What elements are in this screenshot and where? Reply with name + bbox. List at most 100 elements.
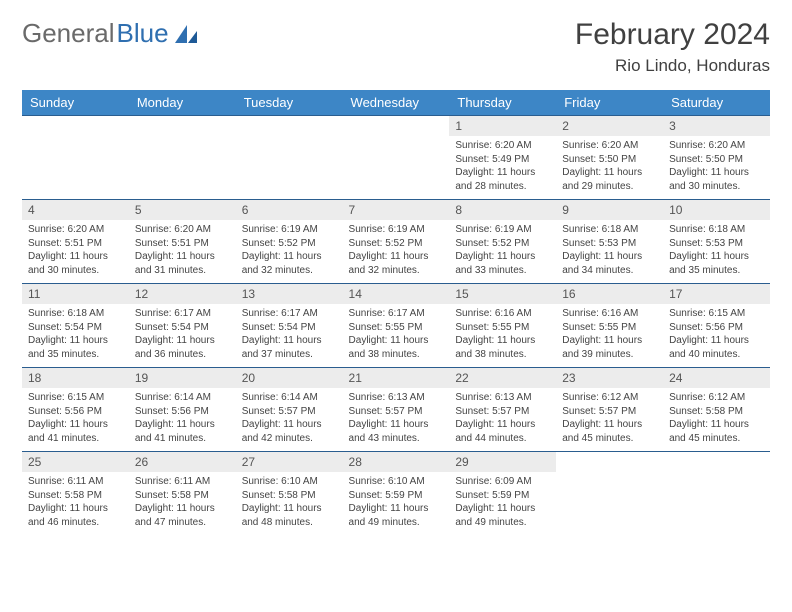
calendar-day-cell: 29Sunrise: 6:09 AMSunset: 5:59 PMDayligh… bbox=[449, 452, 556, 536]
day-details: Sunrise: 6:11 AMSunset: 5:58 PMDaylight:… bbox=[22, 472, 129, 535]
day-number: 20 bbox=[236, 368, 343, 388]
sunset-text: Sunset: 5:55 PM bbox=[562, 321, 657, 335]
calendar-day-cell: 6Sunrise: 6:19 AMSunset: 5:52 PMDaylight… bbox=[236, 200, 343, 284]
daylight-text: Daylight: 11 hours and 49 minutes. bbox=[349, 502, 444, 529]
day-number: 13 bbox=[236, 284, 343, 304]
day-number: 26 bbox=[129, 452, 236, 472]
sunset-text: Sunset: 5:57 PM bbox=[242, 405, 337, 419]
day-number: 14 bbox=[343, 284, 450, 304]
sunrise-text: Sunrise: 6:10 AM bbox=[242, 475, 337, 489]
sunrise-text: Sunrise: 6:10 AM bbox=[349, 475, 444, 489]
day-number: 15 bbox=[449, 284, 556, 304]
sunrise-text: Sunrise: 6:11 AM bbox=[28, 475, 123, 489]
day-details: Sunrise: 6:13 AMSunset: 5:57 PMDaylight:… bbox=[449, 388, 556, 451]
sunrise-text: Sunrise: 6:14 AM bbox=[242, 391, 337, 405]
day-number: 1 bbox=[449, 116, 556, 136]
daylight-text: Daylight: 11 hours and 35 minutes. bbox=[28, 334, 123, 361]
day-details: Sunrise: 6:10 AMSunset: 5:58 PMDaylight:… bbox=[236, 472, 343, 535]
day-number: 27 bbox=[236, 452, 343, 472]
sunrise-text: Sunrise: 6:20 AM bbox=[455, 139, 550, 153]
daylight-text: Daylight: 11 hours and 48 minutes. bbox=[242, 502, 337, 529]
calendar-day-cell bbox=[129, 116, 236, 200]
day-details: Sunrise: 6:20 AMSunset: 5:51 PMDaylight:… bbox=[22, 220, 129, 283]
day-details: Sunrise: 6:16 AMSunset: 5:55 PMDaylight:… bbox=[449, 304, 556, 367]
daylight-text: Daylight: 11 hours and 35 minutes. bbox=[669, 250, 764, 277]
day-number: 23 bbox=[556, 368, 663, 388]
day-number bbox=[236, 116, 343, 136]
calendar-day-cell: 7Sunrise: 6:19 AMSunset: 5:52 PMDaylight… bbox=[343, 200, 450, 284]
logo-part1: General bbox=[22, 18, 115, 49]
day-number: 12 bbox=[129, 284, 236, 304]
day-number: 19 bbox=[129, 368, 236, 388]
day-details: Sunrise: 6:15 AMSunset: 5:56 PMDaylight:… bbox=[663, 304, 770, 367]
sunrise-text: Sunrise: 6:15 AM bbox=[28, 391, 123, 405]
day-details: Sunrise: 6:20 AMSunset: 5:50 PMDaylight:… bbox=[663, 136, 770, 199]
weekday-header: Thursday bbox=[449, 90, 556, 116]
header: GeneralBlue February 2024 Rio Lindo, Hon… bbox=[22, 18, 770, 76]
day-number bbox=[663, 452, 770, 472]
sunrise-text: Sunrise: 6:14 AM bbox=[135, 391, 230, 405]
sunset-text: Sunset: 5:50 PM bbox=[562, 153, 657, 167]
calendar-day-cell: 16Sunrise: 6:16 AMSunset: 5:55 PMDayligh… bbox=[556, 284, 663, 368]
weekday-header: Monday bbox=[129, 90, 236, 116]
day-details bbox=[129, 136, 236, 198]
sunset-text: Sunset: 5:58 PM bbox=[28, 489, 123, 503]
day-number: 25 bbox=[22, 452, 129, 472]
day-number: 5 bbox=[129, 200, 236, 220]
daylight-text: Daylight: 11 hours and 44 minutes. bbox=[455, 418, 550, 445]
sunset-text: Sunset: 5:57 PM bbox=[349, 405, 444, 419]
day-details: Sunrise: 6:12 AMSunset: 5:58 PMDaylight:… bbox=[663, 388, 770, 451]
sunset-text: Sunset: 5:58 PM bbox=[135, 489, 230, 503]
calendar-day-cell bbox=[663, 452, 770, 536]
calendar-day-cell: 10 Sunrise: 6:18 AMSunset: 5:53 PMDayligh… bbox=[663, 200, 770, 284]
day-number: 2 bbox=[556, 116, 663, 136]
day-number: 24 bbox=[663, 368, 770, 388]
daylight-text: Daylight: 11 hours and 34 minutes. bbox=[562, 250, 657, 277]
sunset-text: Sunset: 5:59 PM bbox=[349, 489, 444, 503]
calendar-day-cell: 5Sunrise: 6:20 AMSunset: 5:51 PMDaylight… bbox=[129, 200, 236, 284]
daylight-text: Daylight: 11 hours and 32 minutes. bbox=[349, 250, 444, 277]
daylight-text: Daylight: 11 hours and 33 minutes. bbox=[455, 250, 550, 277]
sunset-text: Sunset: 5:53 PM bbox=[669, 237, 764, 251]
weekday-header: Saturday bbox=[663, 90, 770, 116]
calendar-week: 4Sunrise: 6:20 AMSunset: 5:51 PMDaylight… bbox=[22, 200, 770, 284]
daylight-text: Daylight: 11 hours and 45 minutes. bbox=[669, 418, 764, 445]
calendar-day-cell: 26Sunrise: 6:11 AMSunset: 5:58 PMDayligh… bbox=[129, 452, 236, 536]
sunset-text: Sunset: 5:52 PM bbox=[349, 237, 444, 251]
daylight-text: Daylight: 11 hours and 36 minutes. bbox=[135, 334, 230, 361]
daylight-text: Daylight: 11 hours and 42 minutes. bbox=[242, 418, 337, 445]
sunrise-text: Sunrise: 6:20 AM bbox=[562, 139, 657, 153]
day-details: Sunrise: 6:14 AMSunset: 5:57 PMDaylight:… bbox=[236, 388, 343, 451]
calendar-day-cell: 19Sunrise: 6:14 AMSunset: 5:56 PMDayligh… bbox=[129, 368, 236, 452]
day-details: Sunrise: 6:14 AMSunset: 5:56 PMDaylight:… bbox=[129, 388, 236, 451]
daylight-text: Daylight: 11 hours and 41 minutes. bbox=[135, 418, 230, 445]
sunrise-text: Sunrise: 6:19 AM bbox=[455, 223, 550, 237]
sunset-text: Sunset: 5:54 PM bbox=[28, 321, 123, 335]
calendar-day-cell: 18Sunrise: 6:15 AMSunset: 5:56 PMDayligh… bbox=[22, 368, 129, 452]
day-details: Sunrise: 6:10 AMSunset: 5:59 PMDaylight:… bbox=[343, 472, 450, 535]
daylight-text: Daylight: 11 hours and 46 minutes. bbox=[28, 502, 123, 529]
calendar-day-cell: 22Sunrise: 6:13 AMSunset: 5:57 PMDayligh… bbox=[449, 368, 556, 452]
day-details: Sunrise: 6:18 AMSunset: 5:53 PMDaylight:… bbox=[556, 220, 663, 283]
daylight-text: Daylight: 11 hours and 43 minutes. bbox=[349, 418, 444, 445]
sunset-text: Sunset: 5:57 PM bbox=[455, 405, 550, 419]
daylight-text: Daylight: 11 hours and 47 minutes. bbox=[135, 502, 230, 529]
day-number: 10 bbox=[663, 200, 770, 220]
sunset-text: Sunset: 5:51 PM bbox=[135, 237, 230, 251]
calendar-day-cell bbox=[343, 116, 450, 200]
sunrise-text: Sunrise: 6:19 AM bbox=[349, 223, 444, 237]
day-number: 21 bbox=[343, 368, 450, 388]
daylight-text: Daylight: 11 hours and 38 minutes. bbox=[349, 334, 444, 361]
sunset-text: Sunset: 5:49 PM bbox=[455, 153, 550, 167]
logo-sail-icon bbox=[173, 23, 199, 45]
day-details: Sunrise: 6:20 AMSunset: 5:51 PMDaylight:… bbox=[129, 220, 236, 283]
sunset-text: Sunset: 5:54 PM bbox=[242, 321, 337, 335]
day-number: 11 bbox=[22, 284, 129, 304]
calendar-day-cell: 27Sunrise: 6:10 AMSunset: 5:58 PMDayligh… bbox=[236, 452, 343, 536]
daylight-text: Daylight: 11 hours and 28 minutes. bbox=[455, 166, 550, 193]
calendar-day-cell: 28Sunrise: 6:10 AMSunset: 5:59 PMDayligh… bbox=[343, 452, 450, 536]
sunrise-text: Sunrise: 6:18 AM bbox=[669, 223, 764, 237]
calendar-day-cell: 9Sunrise: 6:18 AMSunset: 5:53 PMDaylight… bbox=[556, 200, 663, 284]
day-details: Sunrise: 6:11 AMSunset: 5:58 PMDaylight:… bbox=[129, 472, 236, 535]
daylight-text: Daylight: 11 hours and 38 minutes. bbox=[455, 334, 550, 361]
